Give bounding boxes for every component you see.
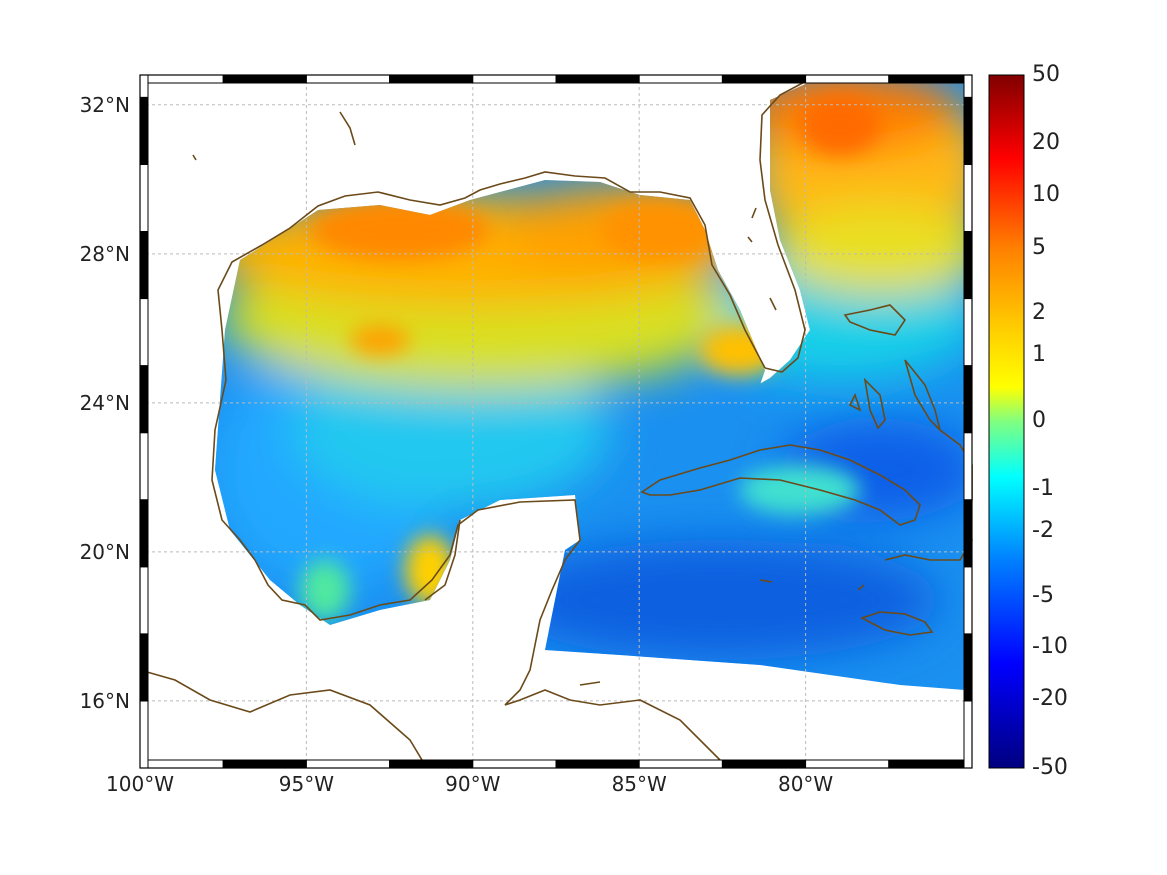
colorbar-tick-label: 0 bbox=[1032, 408, 1046, 433]
frame-right-segment bbox=[963, 633, 973, 702]
frame-right-segment bbox=[963, 74, 973, 98]
frame-top-segment bbox=[805, 74, 890, 84]
frame-bottom-segment bbox=[555, 759, 640, 769]
map-frame bbox=[139, 74, 973, 769]
frame-left-segment bbox=[139, 566, 149, 635]
frame-top-segment bbox=[888, 74, 973, 84]
frame-right-segment bbox=[963, 566, 973, 635]
frame-bottom-segment bbox=[222, 759, 307, 769]
colorbar-tick-label: -2 bbox=[1032, 518, 1054, 543]
lon-tick-label: 80°W bbox=[777, 772, 834, 796]
colorbar-tick-label: -50 bbox=[1032, 755, 1068, 780]
lon-tick-label: 100°W bbox=[106, 772, 174, 796]
frame-left-segment bbox=[139, 298, 149, 367]
frame-right-segment bbox=[963, 432, 973, 501]
frame-right-segment bbox=[963, 365, 973, 434]
frame-left-segment bbox=[139, 633, 149, 702]
frame-left-segment bbox=[139, 96, 149, 165]
frame-top-segment bbox=[721, 74, 807, 84]
colorbar-tick-label: -1 bbox=[1032, 476, 1054, 501]
colorbar-tick-label: 2 bbox=[1032, 300, 1046, 325]
frame-left-segment bbox=[139, 365, 149, 434]
frame-top-segment bbox=[638, 74, 723, 84]
frame-top-segment bbox=[389, 74, 474, 84]
frame-right-segment bbox=[963, 96, 973, 165]
colorbar bbox=[988, 74, 1025, 769]
colorbar-tick-label: -10 bbox=[1032, 634, 1068, 659]
colorbar-tick-label: -20 bbox=[1032, 686, 1068, 711]
frame-top-segment bbox=[555, 74, 640, 84]
frame-top-segment bbox=[305, 74, 391, 84]
frame-right-segment bbox=[963, 298, 973, 367]
colorbar-tick-label: 20 bbox=[1032, 130, 1060, 155]
frame-bottom-segment bbox=[638, 759, 723, 769]
frame-top-segment bbox=[222, 74, 307, 84]
lat-tick-label: 32°N bbox=[79, 92, 130, 117]
lat-tick-label: 28°N bbox=[79, 241, 130, 266]
frame-left-segment bbox=[139, 163, 149, 232]
lon-tick-label: 85°W bbox=[611, 772, 667, 796]
colorbar-tick-label: -5 bbox=[1032, 583, 1054, 608]
ocean-data-field bbox=[215, 82, 965, 690]
lon-tick-label: 95°W bbox=[278, 772, 334, 796]
frame-right-segment bbox=[963, 499, 973, 568]
frame-right-segment bbox=[963, 163, 973, 232]
colorbar-tick-label: 5 bbox=[1032, 235, 1046, 260]
frame-left-segment bbox=[139, 499, 149, 568]
frame-bottom-segment bbox=[721, 759, 807, 769]
lat-tick-label: 20°N bbox=[79, 539, 130, 564]
frame-outline bbox=[139, 74, 973, 769]
frame-bottom-segment bbox=[472, 759, 557, 769]
coastline bbox=[139, 77, 973, 766]
colorbar-tick-label: 50 bbox=[1032, 62, 1060, 87]
lat-tick-label: 16°N bbox=[79, 688, 130, 713]
frame-top-segment bbox=[139, 74, 224, 84]
lon-tick-label: 90°W bbox=[445, 772, 501, 796]
colorbar-tick-label: 1 bbox=[1032, 342, 1046, 367]
frame-top-segment bbox=[472, 74, 557, 84]
frame-right-segment bbox=[963, 700, 973, 769]
frame-left-segment bbox=[139, 432, 149, 501]
frame-bottom-segment bbox=[805, 759, 890, 769]
frame-bottom-segment bbox=[139, 759, 224, 769]
frame-left-segment bbox=[139, 74, 149, 98]
frame-bottom-segment bbox=[389, 759, 474, 769]
map-gridlines bbox=[139, 75, 972, 768]
frame-left-segment bbox=[139, 700, 149, 769]
lat-tick-label: 24°N bbox=[79, 390, 130, 415]
frame-right-segment bbox=[963, 230, 973, 300]
frame-left-segment bbox=[139, 230, 149, 300]
frame-bottom-segment bbox=[305, 759, 391, 769]
frame-bottom-segment bbox=[888, 759, 973, 769]
colorbar-tick-label: 10 bbox=[1032, 182, 1060, 207]
